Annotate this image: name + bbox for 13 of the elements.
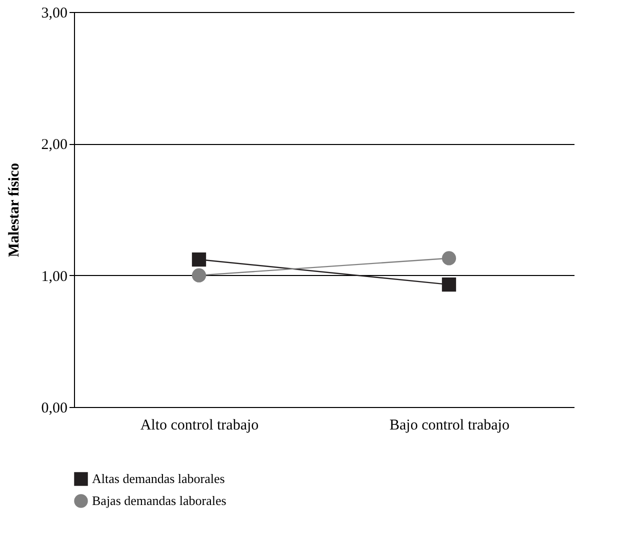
legend-label: Altas demandas laborales [92,471,225,486]
y-axis-title: Malestar físico [6,162,22,258]
y-tick-label: 3,00 [41,6,68,22]
legend-label: Bajas demandas laborales [92,493,226,508]
y-tick-label: 2,00 [41,137,68,154]
x-tick-label: Alto control trabajo [140,418,259,434]
y-tick-label: 0,00 [41,400,68,416]
y-tick-label: 1,00 [41,268,68,285]
point [192,268,206,282]
x-tick-label: Bajo control trabajo [390,418,510,434]
point [442,251,456,266]
point [192,252,206,267]
point [442,277,456,292]
